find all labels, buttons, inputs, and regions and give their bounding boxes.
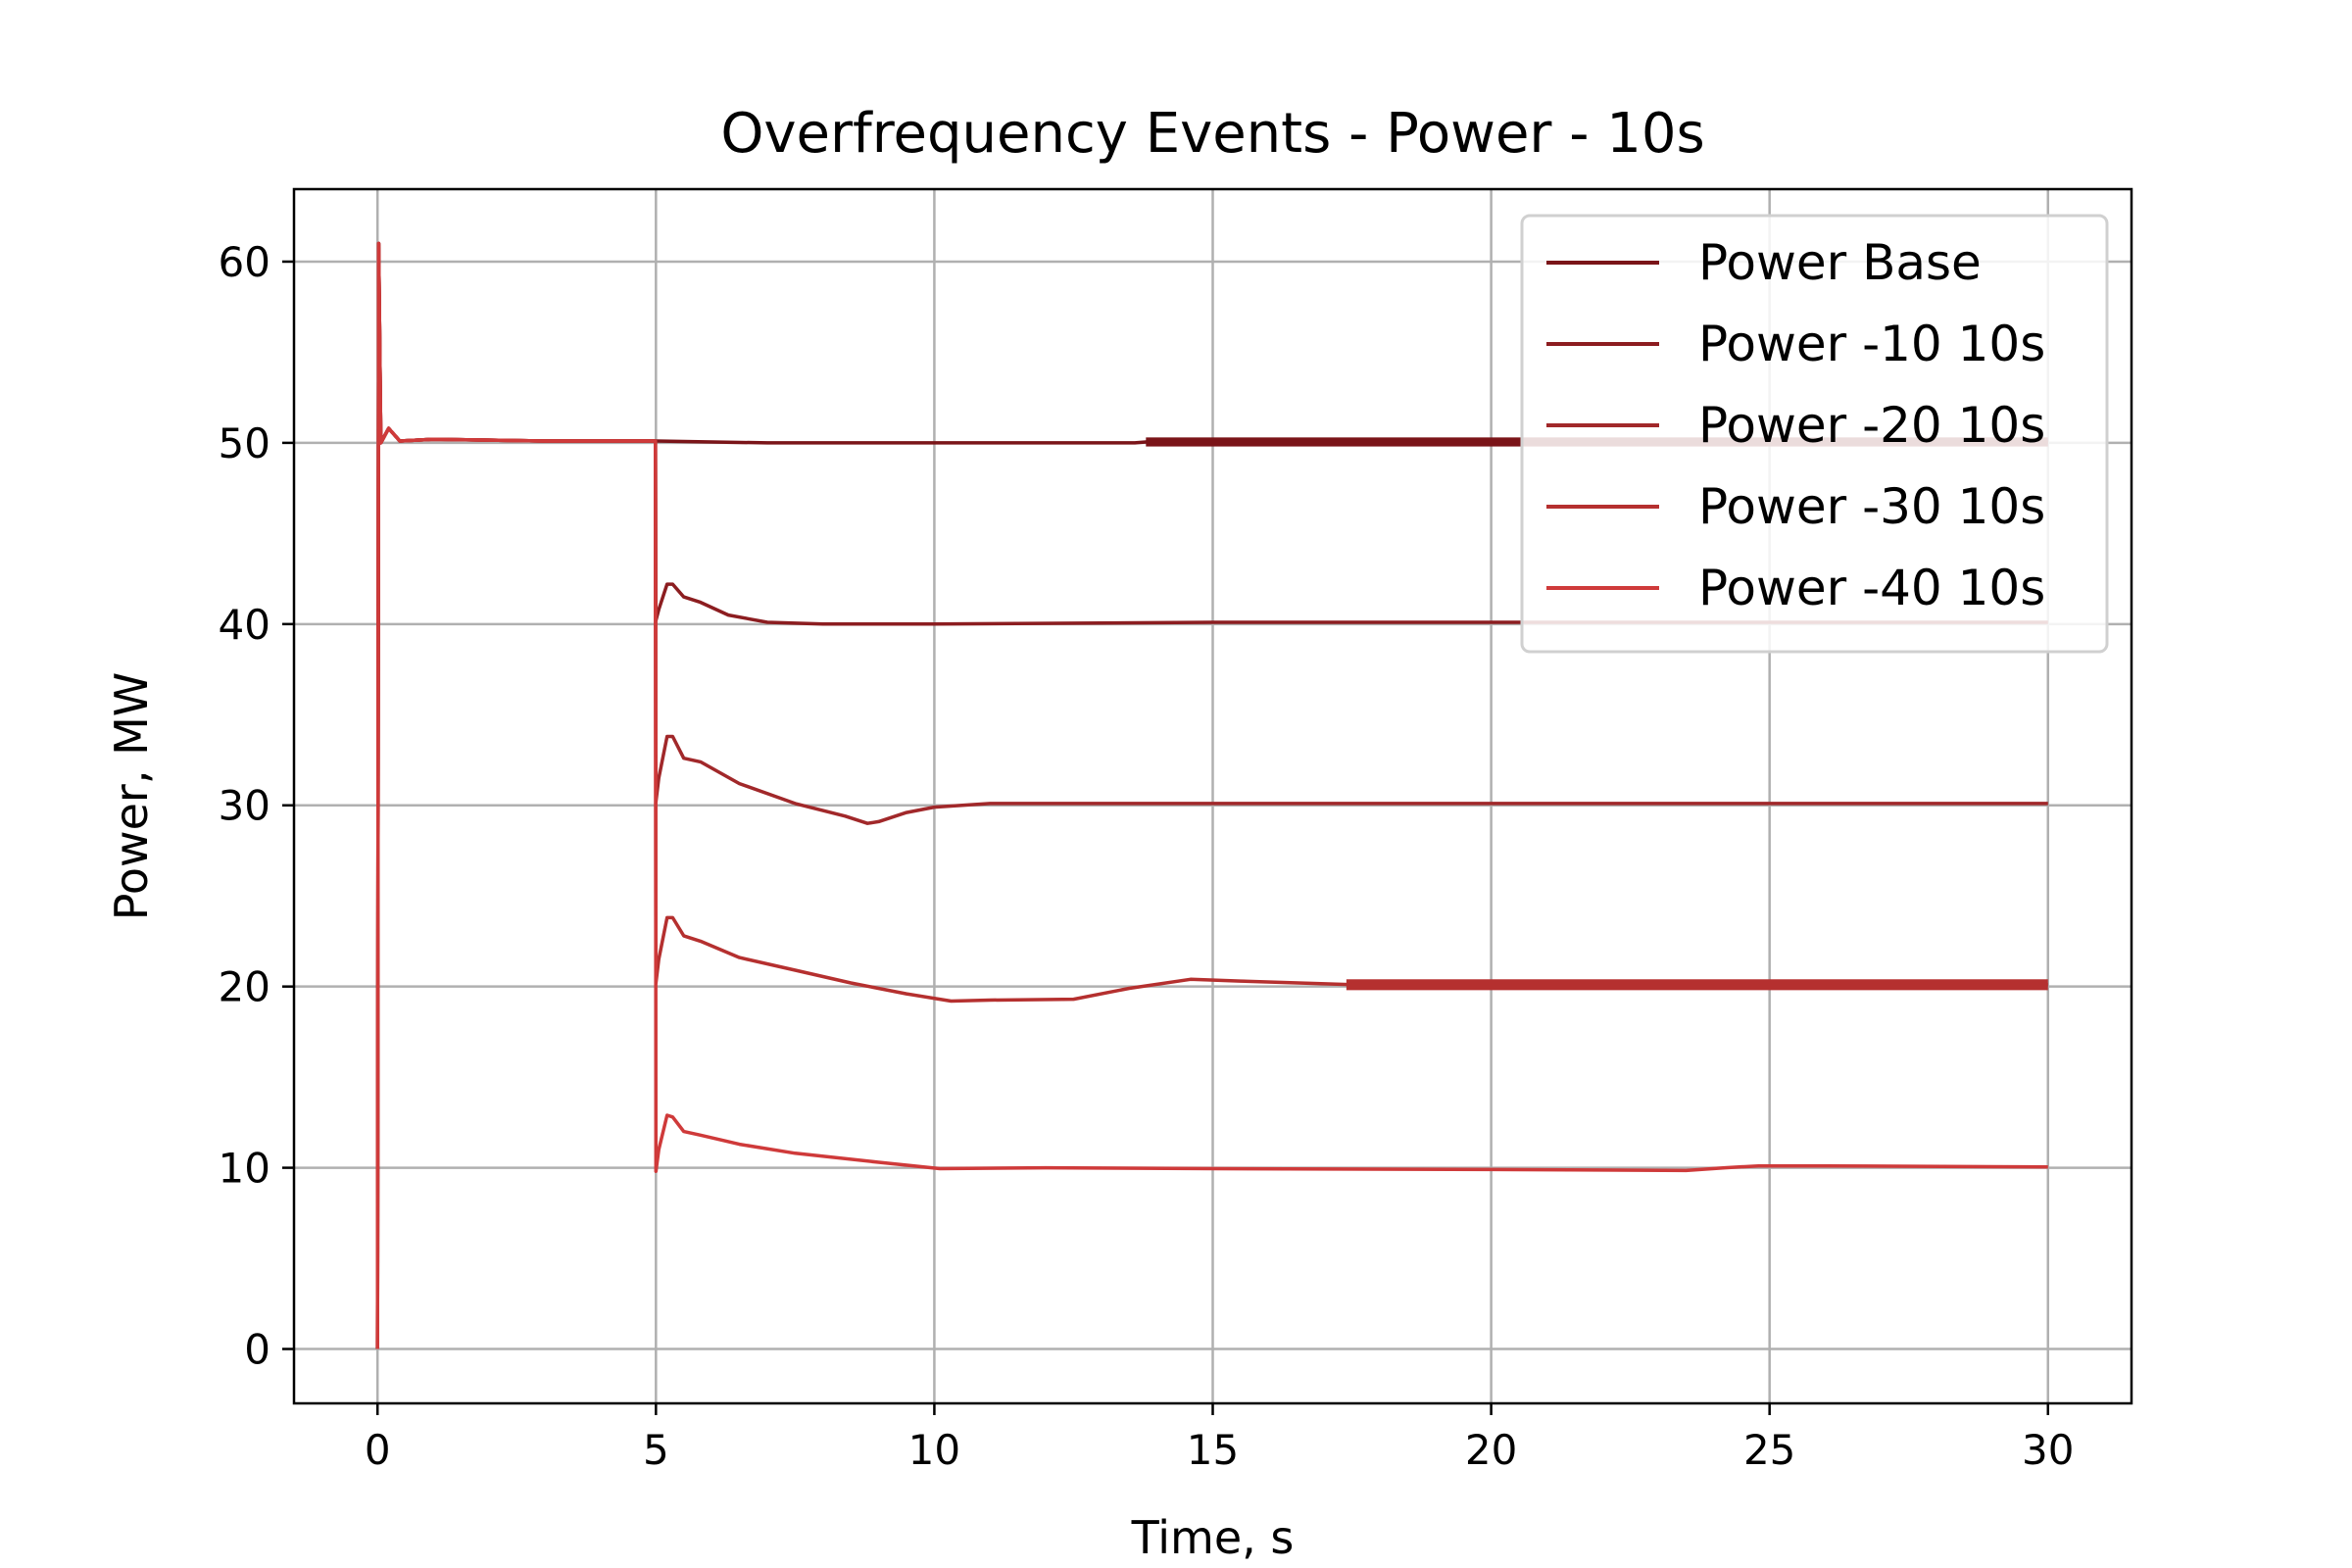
x-tick-label: 25 bbox=[1743, 1426, 1795, 1474]
y-tick-label: 20 bbox=[219, 963, 270, 1011]
axis-ticks: 0 5 10 15 20 25 30 0 10 20 30 40 50 60 bbox=[219, 238, 2075, 1474]
x-tick-label: 5 bbox=[643, 1426, 669, 1474]
legend: Power Base Power -10 10s Power -20 10s Powe… bbox=[1520, 214, 2109, 654]
legend-label: Power Base bbox=[1698, 234, 1982, 291]
x-tick-label: 0 bbox=[365, 1426, 391, 1474]
series-band-4 bbox=[1346, 979, 2048, 991]
x-axis-title: Time, s bbox=[1131, 1511, 1295, 1564]
y-tick-label: 60 bbox=[219, 238, 270, 286]
y-tick-label: 10 bbox=[219, 1145, 270, 1193]
y-axis-title: Power, MW bbox=[105, 672, 158, 921]
y-tick-label: 40 bbox=[219, 601, 270, 649]
legend-label: Power -10 10s bbox=[1698, 316, 2045, 372]
y-tick-label: 30 bbox=[219, 782, 270, 830]
legend-label: Power -20 10s bbox=[1698, 397, 2045, 454]
x-tick-label: 30 bbox=[2022, 1426, 2074, 1474]
y-tick-label: 0 bbox=[244, 1326, 270, 1374]
legend-box bbox=[1520, 214, 2109, 654]
x-tick-label: 15 bbox=[1187, 1426, 1239, 1474]
y-tick-label: 50 bbox=[219, 419, 270, 467]
legend-label: Power -40 10s bbox=[1698, 560, 2045, 616]
chart-title: Overfrequency Events - Power - 10s bbox=[720, 102, 1704, 166]
series-line-5 bbox=[375, 241, 2048, 1349]
x-tick-label: 20 bbox=[1465, 1426, 1517, 1474]
x-tick-label: 10 bbox=[908, 1426, 960, 1474]
legend-label: Power -30 10s bbox=[1698, 478, 2045, 535]
